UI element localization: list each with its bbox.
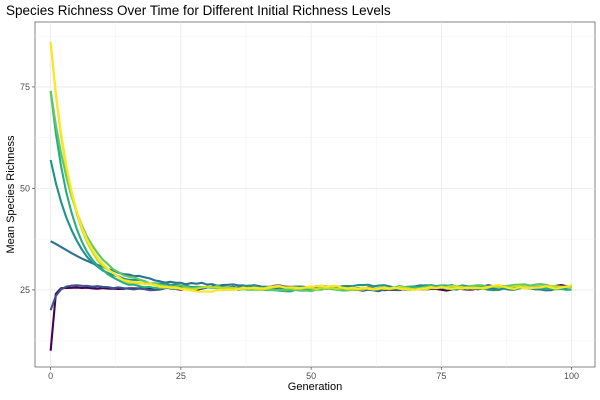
y-tick-label: 50 — [20, 183, 30, 193]
y-tick-label: 25 — [20, 285, 30, 295]
y-axis-label: Mean Species Richness — [5, 135, 17, 254]
axis-ticks: 0 25 50 75 100 25 50 75 — [20, 82, 579, 381]
x-tick-label: 75 — [436, 371, 446, 381]
x-tick-label: 100 — [564, 371, 579, 381]
series-line-6 — [49, 90, 572, 293]
series-group — [49, 42, 572, 351]
x-tick-label: 25 — [176, 371, 186, 381]
plot-panel — [34, 21, 596, 368]
x-tick-label: 50 — [306, 371, 316, 381]
x-tick-label: 0 — [48, 371, 53, 381]
series-line-8 — [49, 42, 572, 293]
x-axis-label: Generation — [288, 381, 342, 393]
y-tick-label: 75 — [20, 82, 30, 92]
chart-title: Species Richness Over Time for Different… — [6, 3, 391, 18]
